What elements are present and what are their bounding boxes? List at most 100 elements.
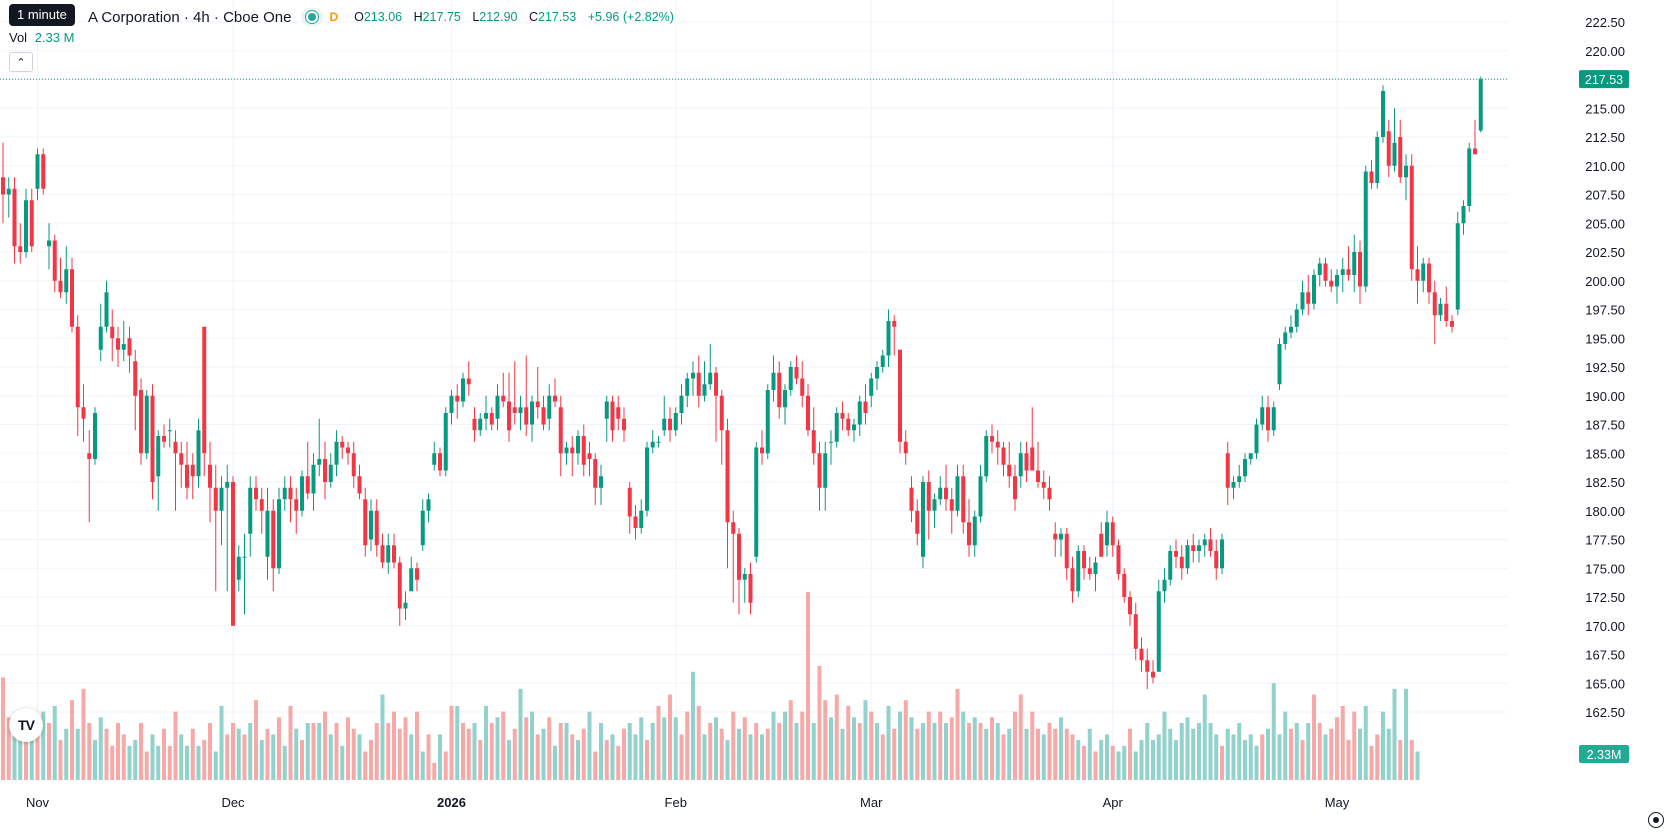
candle-body: [116, 338, 120, 350]
candle: [898, 349, 902, 454]
candle: [1473, 119, 1477, 155]
volume-bar: [47, 723, 51, 780]
candle: [1404, 154, 1408, 201]
volume-bar: [323, 711, 327, 780]
volume-bar: [397, 728, 402, 780]
candle-body: [18, 246, 23, 252]
volume-bar: [1191, 728, 1196, 780]
candle-body: [938, 487, 943, 500]
volume-bar: [696, 705, 701, 780]
candle-body: [892, 321, 897, 327]
candle: [271, 499, 276, 592]
volume-bar: [501, 711, 506, 780]
candle: [93, 407, 97, 465]
candle: [1197, 539, 1201, 563]
candle: [978, 464, 983, 523]
volume-bar: [374, 723, 379, 780]
volume-bar: [903, 700, 908, 780]
candle: [87, 430, 92, 523]
volume-bar: [547, 717, 552, 780]
volume-bar: [380, 694, 385, 780]
volume-bar: [282, 745, 287, 780]
candle: [47, 223, 51, 270]
volume-legend[interactable]: Vol 2.33 M: [9, 30, 74, 45]
candle-body: [530, 401, 534, 425]
candle: [35, 148, 40, 201]
volume-bar: [673, 717, 678, 780]
candle-body: [535, 401, 540, 408]
candle-body: [645, 447, 649, 511]
tradingview-logo-icon[interactable]: TV: [9, 708, 43, 742]
candle: [328, 453, 333, 488]
candle: [886, 309, 891, 367]
candle: [875, 361, 879, 390]
volume-bar: [599, 723, 603, 780]
volume-bar: [1358, 728, 1362, 780]
symbol-legend[interactable]: A Corporation · 4h · Cboe One D O213.06 …: [8, 6, 674, 28]
market-status-icon[interactable]: [301, 8, 324, 26]
candle: [1076, 545, 1081, 597]
price-tick-label: 182.50: [1585, 475, 1625, 490]
candle-body: [1294, 309, 1299, 327]
candle-body: [173, 441, 178, 454]
candle-body: [731, 522, 736, 534]
candle-body: [110, 326, 115, 339]
candle: [714, 367, 718, 442]
candle-body: [1421, 263, 1426, 281]
candle: [570, 436, 575, 477]
price-tick-label: 180.00: [1585, 504, 1625, 519]
settings-gear-icon[interactable]: [1648, 812, 1664, 828]
candle: [1156, 579, 1161, 672]
candle: [104, 280, 109, 333]
candle: [403, 591, 408, 620]
candle-body: [392, 545, 396, 563]
candle: [1455, 211, 1460, 316]
volume-bar: [443, 751, 448, 780]
candle: [1202, 533, 1207, 557]
collapse-legend-button[interactable]: ⌃: [9, 52, 33, 72]
candle: [880, 349, 885, 373]
open-value: 213.06: [363, 10, 403, 24]
volume-bar: [167, 745, 172, 780]
candle: [1294, 303, 1299, 333]
volume-bar: [213, 751, 218, 780]
price-axis[interactable]: 162.50 165.00 167.50 170.00 172.50 175.00 177.…: [1579, 15, 1629, 763]
candle-body: [1133, 614, 1138, 649]
candle: [1059, 528, 1063, 557]
candle: [823, 441, 828, 511]
candle-body: [443, 413, 448, 471]
time-axis[interactable]: Nov Dec 2026 Feb Mar Apr May: [26, 795, 1350, 810]
candle: [702, 361, 707, 402]
candle-body: [1030, 447, 1035, 471]
symbol-title[interactable]: A Corporation · 4h · Cboe One: [88, 8, 292, 26]
candle-body: [507, 401, 511, 431]
candle-body: [409, 568, 414, 592]
volume-bar: [127, 745, 132, 780]
candle-body: [696, 372, 701, 396]
candle: [323, 441, 327, 500]
candle-body: [1197, 545, 1201, 551]
candle: [346, 441, 350, 465]
price-tick-label: 220.00: [1585, 44, 1625, 59]
volume-bar: [489, 723, 494, 780]
candle-body: [1260, 407, 1265, 425]
candle: [121, 321, 126, 362]
candle: [972, 510, 977, 557]
volume-bar: [87, 723, 92, 780]
candle: [1375, 131, 1380, 189]
volume-bar: [219, 705, 224, 780]
candle-body: [1427, 263, 1431, 293]
volume-bar: [1145, 723, 1150, 780]
low-value: 212.90: [479, 10, 518, 24]
volume-bar: [852, 717, 856, 780]
candle-body: [1116, 545, 1121, 574]
candle-body: [1271, 407, 1276, 431]
candle: [1110, 516, 1115, 557]
candle: [932, 493, 937, 528]
candle-body: [47, 240, 51, 247]
candle-body: [1064, 533, 1069, 569]
candle: [518, 395, 523, 431]
candle-body: [1340, 269, 1345, 275]
candle: [1478, 76, 1483, 133]
